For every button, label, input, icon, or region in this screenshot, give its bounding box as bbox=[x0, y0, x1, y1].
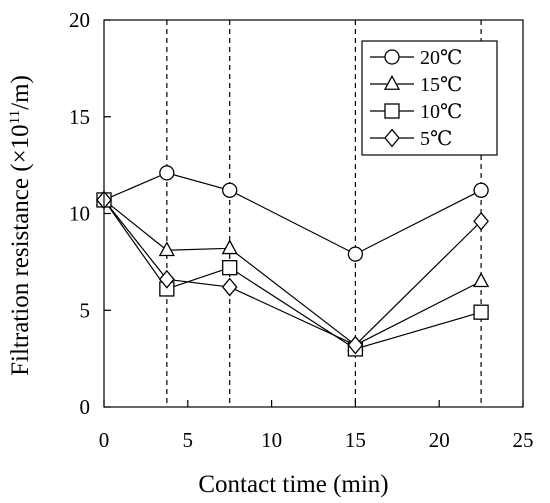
legend-label: 10℃ bbox=[420, 101, 462, 123]
triangle-marker bbox=[158, 241, 175, 257]
y-axis-label: Filtration resistance (×1011/m) bbox=[7, 75, 34, 376]
diamond-marker bbox=[221, 277, 238, 297]
x-tick-label: 0 bbox=[99, 428, 110, 452]
legend-box bbox=[361, 40, 498, 156]
series-line-circle bbox=[103, 172, 482, 255]
y-axis-label-main: Filtration resistance (×10 bbox=[7, 124, 34, 376]
x-axis-label: Contact time (min) bbox=[198, 471, 388, 498]
x-tick-label: 15 bbox=[345, 428, 366, 452]
data-markers bbox=[95, 165, 490, 357]
legend-label: 15℃ bbox=[420, 74, 462, 96]
triangle-marker bbox=[473, 272, 490, 288]
circle-marker bbox=[222, 182, 238, 198]
circle-marker bbox=[159, 165, 175, 181]
triangle-marker bbox=[383, 74, 401, 90]
x-tick-label: 25 bbox=[513, 428, 534, 452]
y-tick-label: 20 bbox=[69, 8, 90, 32]
square-marker bbox=[473, 304, 489, 320]
legend-label: 20℃ bbox=[420, 47, 462, 69]
y-axis-label-unit: /m) bbox=[7, 75, 34, 110]
legend-label: 5℃ bbox=[420, 128, 452, 150]
y-tick-label: 10 bbox=[69, 202, 90, 226]
circle-marker bbox=[473, 182, 489, 198]
axis-ticks bbox=[103, 19, 524, 408]
diamond-marker bbox=[159, 269, 175, 289]
diamond-marker bbox=[384, 128, 400, 148]
y-tick-label: 15 bbox=[69, 105, 90, 129]
x-tick-label: 5 bbox=[183, 428, 194, 452]
y-tick-label: 5 bbox=[80, 298, 91, 322]
series-lines bbox=[103, 172, 482, 350]
x-tick-label: 10 bbox=[261, 428, 282, 452]
legend: 20℃ 15℃ 10℃ 5℃ bbox=[361, 40, 498, 156]
x-tick-label: 20 bbox=[429, 428, 450, 452]
circle-marker bbox=[384, 49, 400, 65]
triangle-marker bbox=[221, 239, 238, 255]
y-axis-label-exponent: 11 bbox=[7, 110, 23, 124]
tick-labels: 0 5 10 15 20 25 0 5 10 15 20 bbox=[69, 8, 534, 452]
square-marker bbox=[384, 103, 400, 119]
diamond-marker bbox=[473, 211, 489, 231]
circle-marker bbox=[347, 246, 364, 262]
square-marker bbox=[222, 260, 238, 276]
diamond-marker bbox=[347, 335, 364, 355]
y-tick-label: 0 bbox=[80, 395, 91, 419]
